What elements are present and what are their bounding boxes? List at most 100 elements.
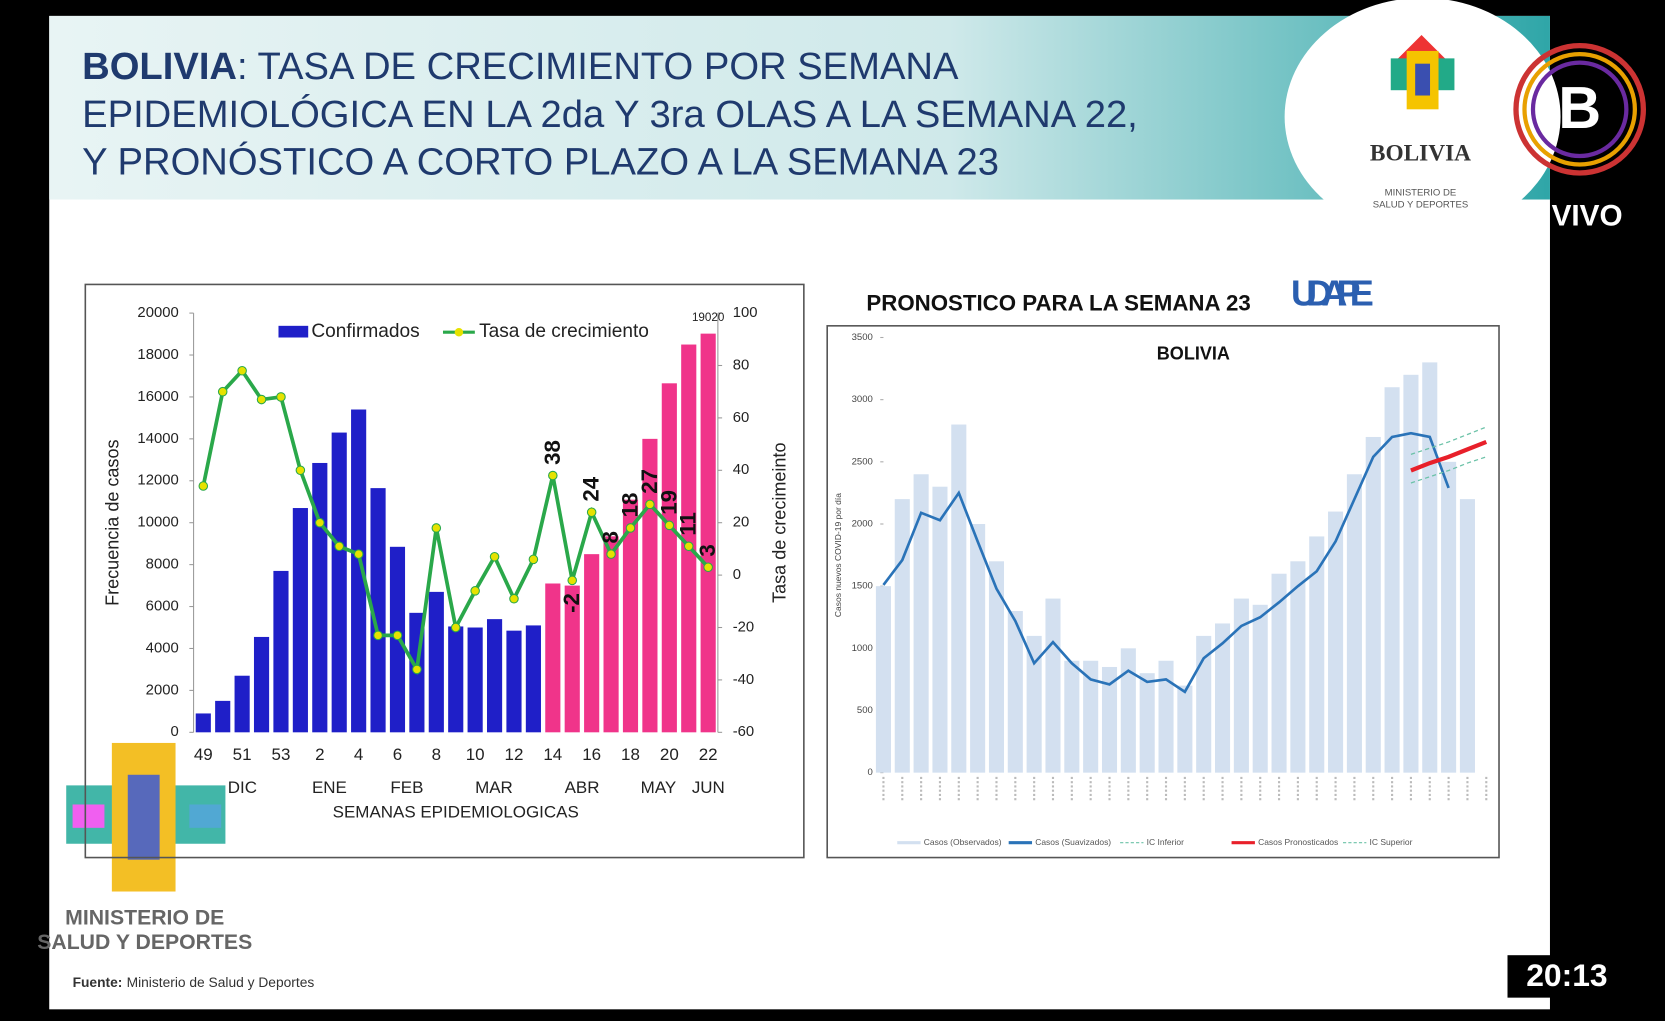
month-label: FEB <box>390 778 423 797</box>
observed-bar <box>894 499 910 773</box>
title-line: BOLIVIA: TASA DE CRECIMIENTO POR SEMANA <box>82 45 959 88</box>
observed-bar <box>1007 611 1023 773</box>
y-tick-label: 12000 <box>137 473 178 489</box>
ministry-text: SALUD Y DEPORTES <box>1373 199 1469 210</box>
bar <box>351 409 367 733</box>
data-label: -2 <box>559 593 584 613</box>
y-tick-label: 4000 <box>146 640 179 656</box>
y-tick-label: 1000 <box>852 643 873 654</box>
x-tick-label: 4 <box>354 745 363 764</box>
line-marker <box>664 520 675 531</box>
data-label: 19 <box>656 490 681 515</box>
source-label: Fuente: <box>73 974 123 989</box>
legend-label: IC Inferior <box>1147 837 1184 847</box>
y-tick-label: 6000 <box>146 598 179 614</box>
x-tick-label: 49 <box>194 745 213 764</box>
bar <box>273 570 289 733</box>
bar <box>506 630 522 733</box>
y-tick-label: 10000 <box>137 515 178 531</box>
bar <box>312 462 328 733</box>
y-tick-label: 3000 <box>852 394 873 405</box>
data-label: 3 <box>695 544 720 556</box>
observed-bar <box>1403 374 1419 773</box>
y-tick-label: 3500 <box>852 332 873 343</box>
legend-label: IC Superior <box>1370 837 1413 847</box>
y-tick-label: 8000 <box>146 557 179 573</box>
y-tick-label: 2000 <box>146 682 179 698</box>
bar <box>642 438 658 733</box>
y2-tick-label: 100 <box>733 305 758 321</box>
line-marker <box>353 549 364 559</box>
y-tick-label: 2000 <box>852 519 873 530</box>
x-tick-label: 22 <box>699 745 718 764</box>
y-tick-label: 0 <box>868 767 873 778</box>
month-label: ENE <box>312 778 347 797</box>
line-marker <box>431 523 442 533</box>
y2-tick-label: 60 <box>733 410 750 426</box>
month-label: MAR <box>475 778 513 797</box>
month-label: DIC <box>228 778 257 797</box>
data-label: 38 <box>540 440 565 465</box>
live-label: VIVO <box>1552 199 1623 232</box>
observed-bar <box>1101 666 1118 773</box>
bar <box>700 333 716 733</box>
y2-tick-label: -40 <box>733 672 754 688</box>
data-label: 18 <box>617 493 642 518</box>
observed-bar <box>1309 536 1325 773</box>
line-marker <box>315 517 325 528</box>
line-marker <box>198 481 209 491</box>
observed-bar <box>988 561 1005 773</box>
title-rest: : TASA DE CRECIMIENTO POR SEMANA <box>237 45 959 88</box>
country-emblem <box>1390 34 1455 110</box>
y-tick-label: 20000 <box>137 305 178 321</box>
bar <box>622 499 639 733</box>
bar <box>195 713 211 733</box>
observed-bar <box>1196 635 1212 773</box>
clock: 20:13 <box>1526 957 1607 993</box>
line-marker <box>645 499 655 510</box>
line-marker <box>606 549 616 559</box>
source-line: Fuente: Ministerio de Salud y Deportes <box>73 974 315 989</box>
line-marker <box>683 541 694 552</box>
line-marker <box>703 562 713 573</box>
ministry-emblem <box>66 742 226 892</box>
y-axis-title: Casos nuevos COVID-19 por día <box>833 493 843 617</box>
observed-bar <box>913 474 929 773</box>
series-line <box>1410 439 1488 473</box>
clock-box <box>1507 955 1627 998</box>
observed-bar <box>1158 660 1174 773</box>
ministry-text: MINISTERIO DE <box>1385 188 1457 199</box>
legend-label: Casos Pronosticados <box>1258 837 1338 847</box>
month-label: MAY <box>641 778 677 797</box>
x-axis-title: SEMANAS EPIDEMIOLOGICAS <box>333 802 579 821</box>
line-marker <box>392 630 403 641</box>
title-bold: BOLIVIA <box>82 45 237 88</box>
chart-frame <box>84 283 805 859</box>
y-tick-label: 500 <box>857 705 873 716</box>
observed-bar <box>1139 673 1155 773</box>
series-line <box>1410 426 1487 455</box>
observed-bar <box>951 424 967 773</box>
bar <box>448 626 464 733</box>
udape-logo: UDAPE <box>1291 273 1374 314</box>
observed-bar <box>1252 604 1268 773</box>
y-axis-title: Frecuencia de casos <box>103 440 123 606</box>
x-tick-label: 10 <box>466 745 485 764</box>
bar <box>234 675 250 733</box>
line-marker <box>334 541 344 552</box>
observed-bar <box>1459 499 1475 773</box>
y2-tick-label: -20 <box>733 619 754 635</box>
y2-tick-label: 0 <box>733 567 741 583</box>
line-marker <box>489 551 500 562</box>
logo-badge <box>1284 0 1561 236</box>
line-marker <box>509 593 519 604</box>
observed-bar <box>1271 573 1287 773</box>
bar <box>681 344 697 733</box>
month-label: JUN <box>692 778 725 797</box>
channel-logo: B <box>1513 42 1647 176</box>
observed-bar <box>1177 685 1193 773</box>
series-line <box>1410 456 1487 484</box>
bar <box>331 432 347 733</box>
